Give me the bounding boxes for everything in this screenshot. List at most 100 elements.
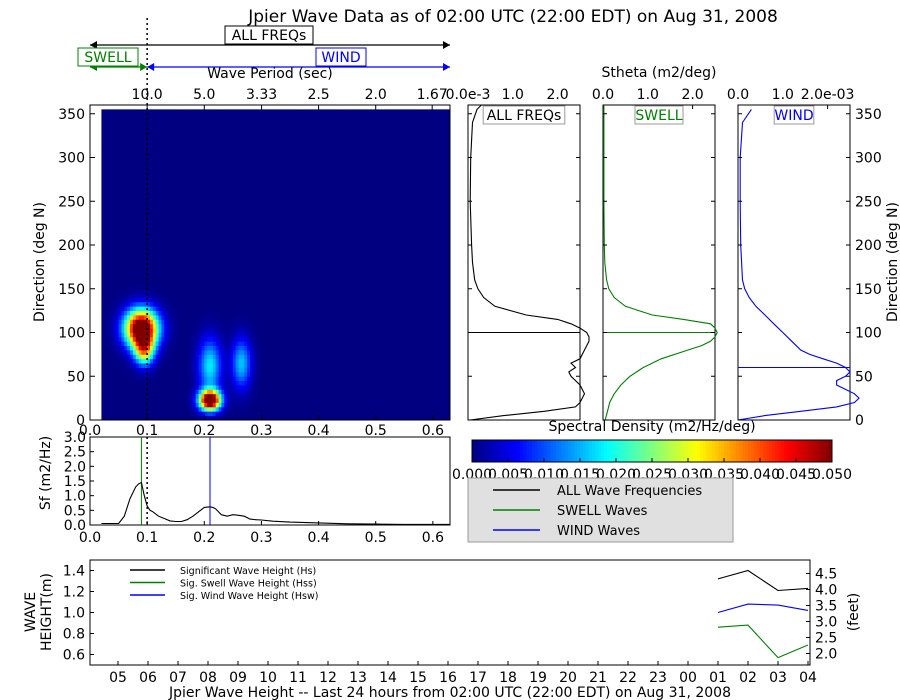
heatmap-cell: [172, 179, 177, 185]
heatmap-cell: [178, 415, 182, 421]
heatmap-cell: [247, 170, 251, 176]
heatmap-cell: [141, 376, 145, 382]
heatmap-cell: [241, 223, 245, 228]
heatmap-cell: [132, 345, 137, 351]
heatmap-cell: [278, 310, 282, 316]
heatmap-cell: [144, 376, 148, 382]
heatmap-cell: [184, 262, 188, 268]
heatmap-cell: [204, 301, 208, 307]
heatmap-cell: [132, 415, 137, 421]
heatmap-cell: [292, 406, 297, 412]
heatmap-cell: [104, 415, 108, 421]
heatmap-cell: [107, 188, 111, 193]
heatmap-cell: [147, 345, 151, 351]
heatmap-cell: [124, 144, 128, 150]
heatmap-cell: [244, 196, 248, 202]
heatmap-cell: [164, 354, 168, 360]
heatmap-cell: [258, 354, 262, 360]
heatmap-cell: [264, 166, 268, 172]
heatmap-cell: [110, 122, 114, 128]
heatmap-cell: [232, 297, 237, 303]
heatmap-cell: [150, 166, 154, 172]
heatmap-cell: [130, 385, 134, 390]
heatmap-cell: [272, 389, 277, 395]
heatmap-cell: [227, 166, 231, 172]
heatmap-cell: [138, 398, 142, 403]
heatmap-cell: [235, 350, 239, 355]
heatmap-cell: [187, 183, 191, 189]
heatmap-cell: [270, 223, 274, 228]
heatmap-cell: [272, 166, 277, 172]
heatmap-cell: [150, 323, 154, 329]
heatmap-cell: [152, 166, 157, 172]
heatmap-cell: [290, 148, 294, 154]
heatmap-cell: [170, 341, 174, 347]
heatmap-cell: [192, 249, 197, 255]
heatmap-cell: [204, 196, 208, 202]
heatmap-cell: [252, 249, 257, 255]
heatmap-cell: [210, 275, 214, 281]
heatmap-cell: [232, 319, 237, 325]
heatmap-cell: [207, 358, 211, 364]
heatmap-cell: [278, 205, 282, 211]
heatmap-cell: [110, 126, 114, 132]
heatmap-cell: [184, 135, 188, 141]
heatmap-cell: [147, 323, 151, 329]
heatmap-cell: [147, 249, 151, 255]
heatmap-cell: [118, 271, 122, 277]
heatmap-cell: [124, 341, 128, 347]
heatmap-cell: [198, 371, 202, 377]
heatmap-cell: [198, 411, 202, 417]
heatmap-cell: [218, 280, 222, 285]
heatmap-cell: [272, 411, 277, 417]
heatmap-cell: [218, 293, 222, 298]
heatmap-cell: [118, 385, 122, 390]
heatmap-cell: [150, 179, 154, 185]
heatmap-cell: [101, 131, 105, 137]
heatmap-cell: [150, 288, 154, 294]
heatmap-cell: [252, 415, 257, 421]
heatmap-cell: [101, 350, 105, 355]
heatmap-cell: [264, 297, 268, 303]
heatmap-cell: [278, 315, 282, 320]
heatmap-cell: [158, 166, 162, 172]
heatmap-cell: [258, 218, 262, 224]
heatmap-cell: [212, 205, 217, 211]
heatmap-cell: [298, 175, 302, 180]
heatmap-cell: [292, 205, 297, 211]
heatmap-cell: [127, 223, 131, 228]
heatmap-cell: [184, 179, 188, 185]
heatmap-cell: [147, 144, 151, 150]
heatmap-cell: [132, 293, 137, 298]
heatmap-cell: [235, 315, 239, 320]
heatmap-cell: [195, 315, 199, 320]
heatmap-cell: [230, 310, 234, 316]
heatmap-cell: [201, 253, 205, 259]
heatmap-cell: [224, 201, 228, 207]
heatmap-cell: [298, 341, 302, 347]
heatmap-cell: [167, 153, 171, 158]
heatmap-cell: [238, 380, 242, 386]
heatmap-cell: [201, 293, 205, 298]
heatmap-cell: [152, 266, 157, 272]
heatmap-cell: [290, 380, 294, 386]
heatmap-cell: [141, 310, 145, 316]
heatmap-cell: [150, 393, 154, 399]
heatmap-cell: [204, 262, 208, 268]
heatmap-cell: [178, 144, 182, 150]
heatmap-cell: [238, 144, 242, 150]
heatmap-cell: [212, 214, 217, 220]
heatmap-cell: [210, 398, 214, 403]
heatmap-cell: [170, 306, 174, 312]
heatmap-cell: [258, 188, 262, 193]
heatmap-cell: [112, 354, 117, 360]
heatmap-cell: [255, 122, 259, 128]
heatmap-cell: [192, 131, 197, 137]
heatmap-cell: [101, 288, 105, 294]
heatmap-cell: [292, 240, 297, 246]
heatmap-cell: [164, 415, 168, 421]
heatmap-cell: [250, 310, 254, 316]
heatmap-cell: [247, 315, 251, 320]
heatmap-cell: [250, 415, 254, 421]
heatmap-cell: [278, 393, 282, 399]
